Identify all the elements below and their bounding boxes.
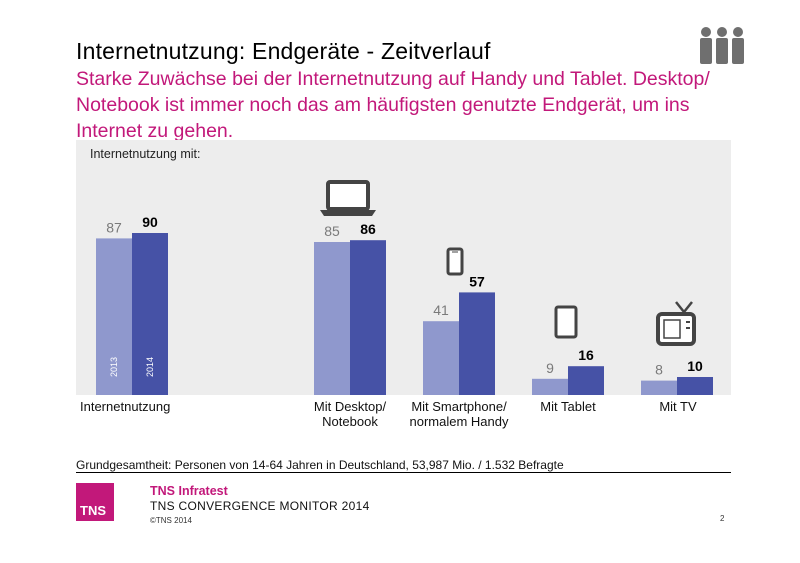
value-label-2014-2: 57: [469, 273, 485, 289]
page-number: 2: [720, 514, 725, 523]
category-label-0: Internetnutzung: [80, 399, 171, 414]
value-label-2014-0: 90: [142, 214, 158, 230]
value-label-2013-0: 87: [106, 219, 122, 235]
page-subtitle: Starke Zuwächse bei der Internetnutzung …: [76, 68, 710, 142]
bar-2014-0: [132, 233, 168, 395]
tv-icon: [656, 301, 696, 346]
copyright: ©TNS 2014: [150, 516, 192, 525]
bar-2013-4: [641, 380, 677, 395]
smartphone-icon: [446, 247, 464, 276]
note-divider: [76, 472, 731, 473]
value-label-2013-2: 41: [433, 302, 449, 318]
series-label-2013: 2013: [109, 357, 119, 377]
laptop-icon: [320, 180, 376, 216]
category-label-3: Mit Tablet: [540, 399, 596, 414]
value-label-2014-4: 10: [687, 358, 703, 374]
value-label-2013-4: 8: [655, 362, 663, 378]
value-label-2013-3: 9: [546, 360, 554, 376]
chart-panel: [76, 140, 731, 395]
bar-2014-1: [350, 240, 386, 395]
category-label-4: Mit TV: [659, 399, 697, 414]
bar-2013-2: [423, 321, 459, 395]
bar-2014-3: [568, 366, 604, 395]
logo-text: TNS: [80, 503, 106, 518]
category-label-1: Mit Desktop/ Notebook: [313, 399, 387, 429]
category-label-2: Mit Smartphone/ normalem Handy: [409, 399, 509, 429]
chart-panel-label: Internetnutzung mit:: [90, 147, 201, 161]
page-title: Internetnutzung: Endgeräte - Zeitverlauf: [76, 38, 491, 64]
bar-2014-2: [459, 292, 495, 395]
tablet-icon: [554, 305, 578, 339]
series-label-2014: 2014: [145, 357, 155, 377]
value-label-2014-1: 86: [360, 221, 376, 237]
bar-2013-3: [532, 378, 568, 395]
value-label-2013-1: 85: [324, 223, 340, 239]
sample-note: Grundgesamtheit: Personen von 14-64 Jahr…: [76, 458, 564, 472]
value-label-2014-3: 16: [578, 347, 594, 363]
tns-logo: TNS: [76, 483, 114, 521]
bar-2014-4: [677, 377, 713, 395]
people-icon: [700, 27, 744, 64]
bar-2013-0: [96, 238, 132, 395]
bar-2013-1: [314, 242, 350, 395]
report-title: TNS CONVERGENCE MONITOR 2014: [150, 499, 370, 513]
brand-name: TNS Infratest: [150, 484, 228, 498]
